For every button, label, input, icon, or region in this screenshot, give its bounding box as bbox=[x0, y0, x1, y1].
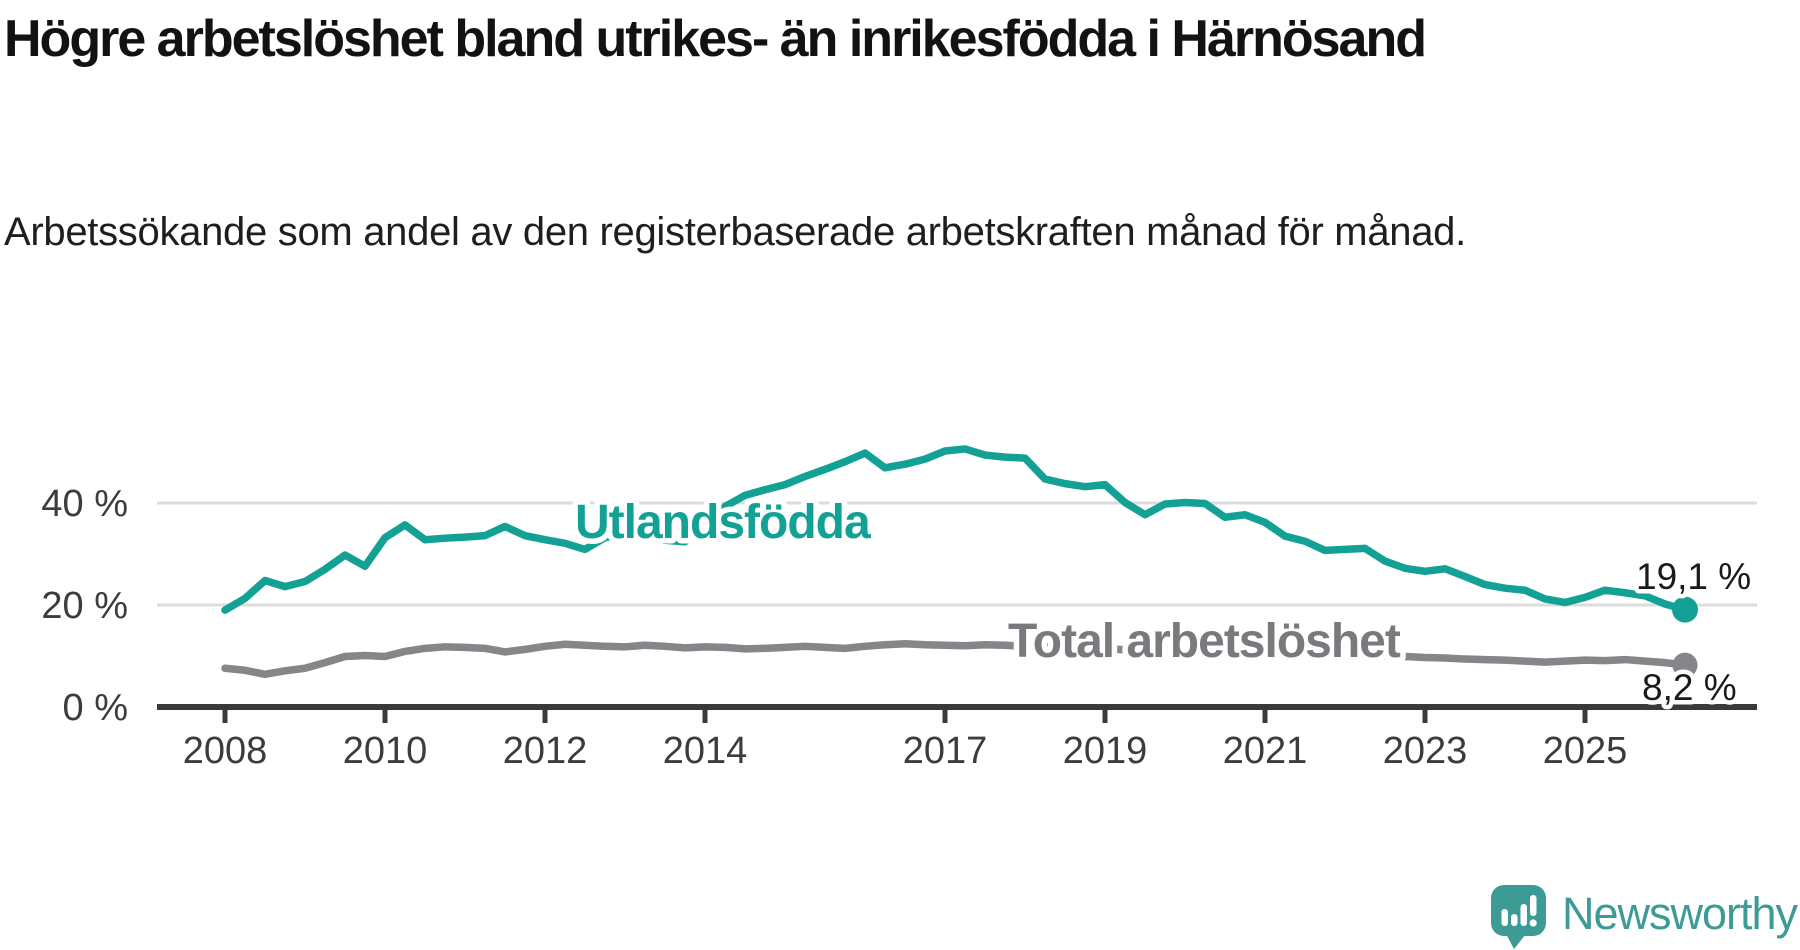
series-line-1 bbox=[221, 640, 1689, 679]
y-axis-tick-label: 40 % bbox=[41, 483, 128, 525]
series-end-dot-0 bbox=[1672, 596, 1698, 623]
x-axis-tick-label: 2017 bbox=[903, 730, 988, 772]
x-axis-tick-label: 2019 bbox=[1063, 730, 1148, 772]
series-end-dot-1 bbox=[1672, 652, 1698, 678]
newsworthy-logo-text: Newsworthy bbox=[1562, 888, 1798, 939]
x-axis-tick-label: 2025 bbox=[1543, 730, 1628, 772]
y-axis-tick-label: 0 % bbox=[63, 687, 128, 729]
x-axis-tick-label: 2012 bbox=[503, 730, 588, 772]
x-axis-tick-label: 2008 bbox=[183, 730, 268, 772]
newsworthy-logo: Newsworthy bbox=[1490, 884, 1798, 950]
series-inline-label-1: Total arbetslöshet bbox=[1008, 615, 1401, 668]
series-end-value-1: 8,2 % bbox=[1642, 667, 1737, 708]
series-end-value-0: 19,1 % bbox=[1636, 556, 1751, 597]
series-line-0 bbox=[221, 445, 1689, 614]
x-axis-tick-label: 2014 bbox=[663, 730, 748, 772]
x-axis-tick-label: 2023 bbox=[1383, 730, 1468, 772]
x-axis-tick-label: 2010 bbox=[343, 730, 428, 772]
series-inline-label-0: Utlandsfödda bbox=[575, 496, 871, 549]
page-title: Högre arbetslöshet bland utrikes- än inr… bbox=[4, 10, 1427, 68]
newsworthy-speech-bubble-chart-icon bbox=[1491, 885, 1546, 949]
y-axis-tick-label: 20 % bbox=[41, 585, 128, 627]
page-subtitle: Arbetssökande som andel av den registerb… bbox=[4, 210, 1466, 254]
x-axis-tick-label: 2021 bbox=[1223, 730, 1308, 772]
